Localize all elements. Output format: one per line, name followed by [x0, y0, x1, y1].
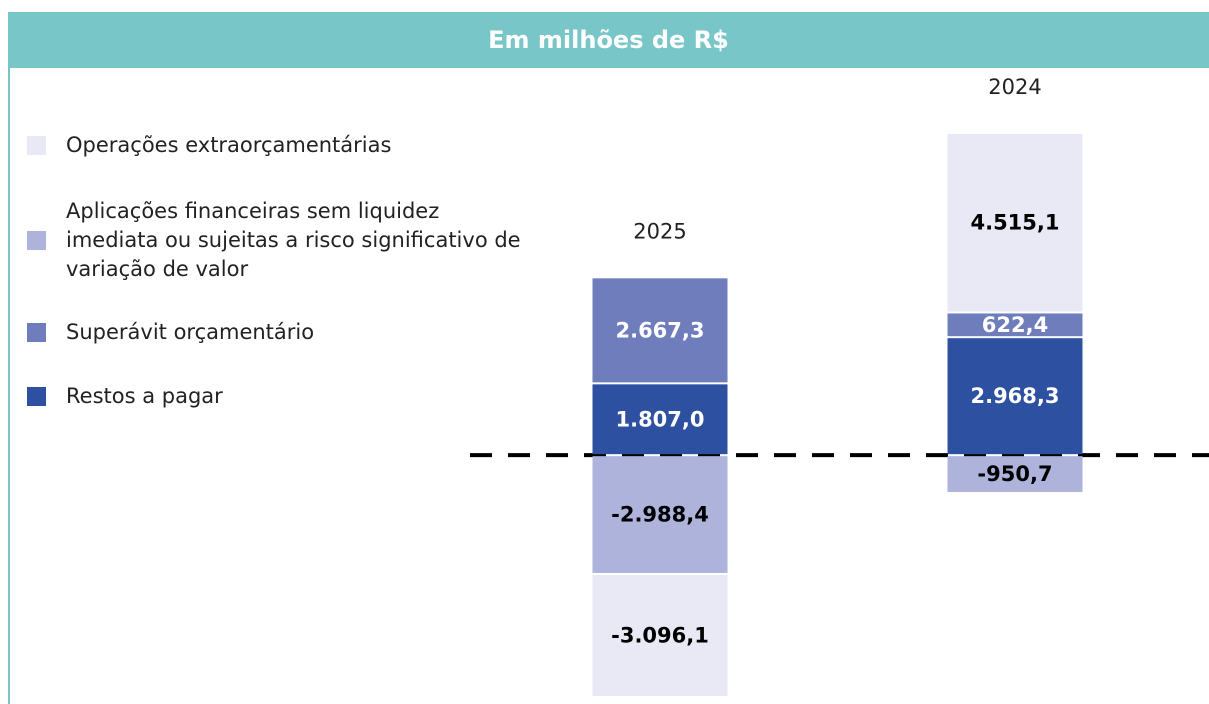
- data-label: 622,4: [982, 313, 1048, 337]
- legend-swatch: [27, 135, 46, 155]
- legend-label: Superávit orçamentário: [66, 319, 315, 344]
- legend-item: Operações extraorçamentárias: [27, 125, 547, 165]
- data-label: 2.968,3: [970, 384, 1059, 408]
- category-label: 2025: [633, 219, 686, 243]
- legend-swatch: [27, 386, 46, 406]
- data-label: 2.667,3: [615, 318, 704, 342]
- bar-segment: [947, 456, 1083, 492]
- bar-segment: [947, 313, 1083, 337]
- legend-swatch: [27, 230, 46, 250]
- category-label: 2024: [988, 75, 1041, 99]
- legend-item: Aplicações financeiras sem liquidez imed…: [27, 199, 547, 281]
- data-label: 4.515,1: [970, 211, 1059, 235]
- bar-segment: [947, 338, 1083, 455]
- legend-swatch: [27, 322, 46, 342]
- bar-segment: [947, 134, 1083, 312]
- legend-label: Operações extraorçamentárias: [66, 132, 392, 157]
- data-label: -3.096,1: [611, 623, 709, 647]
- legend-item: Restos a pagar: [27, 376, 547, 416]
- legend-item: Superávit orçamentário: [27, 312, 547, 352]
- legend-label: Restos a pagar: [66, 383, 223, 408]
- border: [8, 68, 10, 704]
- bar-segment: [592, 384, 728, 455]
- bar-segment: [592, 574, 728, 696]
- data-label: -2.988,4: [611, 503, 709, 527]
- bar-segment: [592, 278, 728, 383]
- data-label: 1.807,0: [615, 407, 704, 431]
- bar-segment: [592, 456, 728, 573]
- data-label: -950,7: [977, 462, 1052, 486]
- legend-label: Aplicações financeiras sem liquidez imed…: [66, 198, 521, 281]
- chart-title: Em milhões de R$: [8, 12, 1209, 68]
